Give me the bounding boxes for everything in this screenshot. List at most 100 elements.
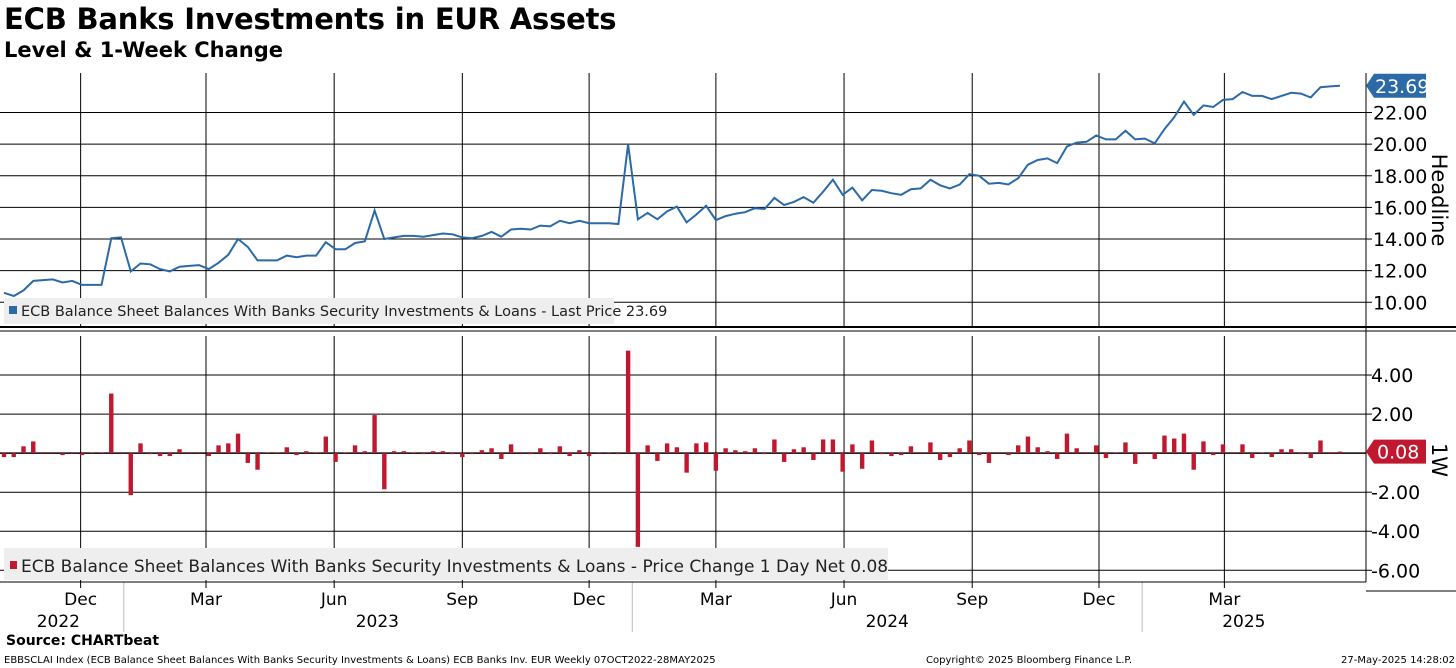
change-bar — [723, 448, 728, 454]
change-bar — [391, 451, 397, 454]
change-bar — [362, 451, 368, 454]
change-bar — [489, 448, 494, 454]
change-bar — [109, 393, 114, 454]
change-bar — [733, 450, 738, 454]
change-bar — [235, 433, 241, 454]
change-bar — [265, 452, 270, 454]
change-bar — [547, 453, 553, 455]
change-bar — [645, 445, 650, 454]
change-bar — [1006, 453, 1011, 456]
change-bar — [1230, 452, 1235, 454]
change-bar — [352, 445, 358, 454]
change-bar — [957, 448, 962, 454]
change-bar — [60, 453, 65, 456]
month-label: Dec — [64, 590, 97, 610]
change-bar — [460, 453, 465, 458]
change-bar — [869, 440, 875, 454]
change-bar — [382, 453, 387, 490]
change-bar — [99, 452, 104, 454]
bottom-ytick-label: -6.00 — [1371, 560, 1420, 582]
change-bar — [372, 415, 377, 454]
top-ytick-label: 12.00 — [1373, 261, 1427, 283]
change-bar — [343, 452, 348, 454]
change-bar — [596, 452, 602, 454]
change-bar — [31, 441, 36, 454]
bottom-legend-swatch — [10, 561, 17, 569]
bottom-ytick-label: 2.00 — [1371, 404, 1413, 426]
ticker-info: EBBSCLAI Index (ECB Balance Sheet Balanc… — [4, 655, 716, 666]
change-bar — [196, 452, 202, 454]
change-bar — [421, 453, 426, 455]
change-bar — [1318, 440, 1323, 454]
top-legend-label: ECB Balance Sheet Balances With Banks Se… — [21, 304, 667, 320]
month-label: Dec — [1083, 590, 1116, 610]
change-bar — [820, 439, 826, 454]
change-bar — [313, 452, 319, 454]
change-bar — [206, 453, 211, 457]
last-change-label: 0.08 — [1377, 442, 1419, 464]
change-bar — [703, 442, 709, 454]
change-bar — [1103, 453, 1109, 459]
bottom-ytick-label: 4.00 — [1371, 365, 1413, 387]
change-bar — [118, 452, 124, 454]
last-price-badge — [1366, 73, 1426, 98]
change-bar — [499, 453, 504, 459]
legends: ECB Balance Sheet Balances With Banks Se… — [4, 298, 888, 580]
bottom-legend-bg — [4, 548, 888, 580]
year-label: 2023 — [356, 612, 399, 632]
change-bar — [1250, 453, 1255, 459]
change-bar — [21, 446, 26, 454]
change-bar — [89, 452, 94, 454]
top-ytick-label: 20.00 — [1373, 134, 1427, 156]
year-label: 2024 — [866, 612, 909, 632]
change-bar — [508, 444, 514, 454]
change-bar — [1337, 451, 1343, 454]
change-bar — [976, 453, 982, 456]
change-bar — [538, 448, 543, 454]
year-label: 2025 — [1222, 612, 1265, 632]
month-label: Dec — [573, 590, 606, 610]
change-bar — [586, 453, 592, 457]
change-bar — [1113, 452, 1118, 454]
last-change-badge — [1366, 439, 1426, 464]
bottom-ytick-label: -2.00 — [1371, 482, 1420, 504]
change-bar — [138, 443, 143, 454]
change-bar — [567, 453, 572, 457]
change-bars — [1, 350, 1343, 547]
change-bar — [752, 448, 758, 454]
change-bar — [859, 453, 865, 469]
change-bar — [40, 452, 46, 454]
top-ytick-label: 16.00 — [1373, 197, 1427, 219]
month-label: Jun — [830, 590, 858, 610]
headline-line — [3, 84, 1341, 298]
change-bar — [1045, 451, 1050, 454]
bottom-legend-label: ECB Balance Sheet Balances With Banks Se… — [21, 557, 888, 577]
change-bar — [430, 451, 436, 454]
change-bar — [401, 451, 407, 454]
change-bar — [928, 442, 933, 454]
change-bar — [674, 447, 680, 454]
change-bar — [762, 453, 767, 455]
change-bar — [937, 453, 943, 460]
top-ytick-label: 18.00 — [1373, 166, 1427, 188]
change-bar — [635, 453, 641, 547]
change-bar — [469, 453, 475, 455]
change-bar — [1133, 453, 1138, 464]
change-bar — [840, 453, 845, 472]
timestamp: 27-May-2025 14:28:02 — [1341, 655, 1455, 666]
change-bar — [148, 453, 153, 455]
top-ytick-label: 22.00 — [1373, 103, 1427, 125]
change-bar — [216, 445, 221, 454]
change-bar — [1191, 453, 1196, 470]
change-bar — [830, 439, 836, 454]
change-bar — [879, 453, 884, 455]
top-axis-title: Headline — [1427, 154, 1451, 247]
top-ytick-label: 14.00 — [1373, 229, 1427, 251]
change-bar — [1259, 452, 1265, 454]
change-bar — [411, 452, 416, 454]
change-bar — [1, 453, 7, 458]
change-bar — [1123, 442, 1128, 454]
change-bar — [889, 453, 894, 457]
change-bar — [157, 453, 163, 457]
change-bar — [294, 453, 299, 456]
